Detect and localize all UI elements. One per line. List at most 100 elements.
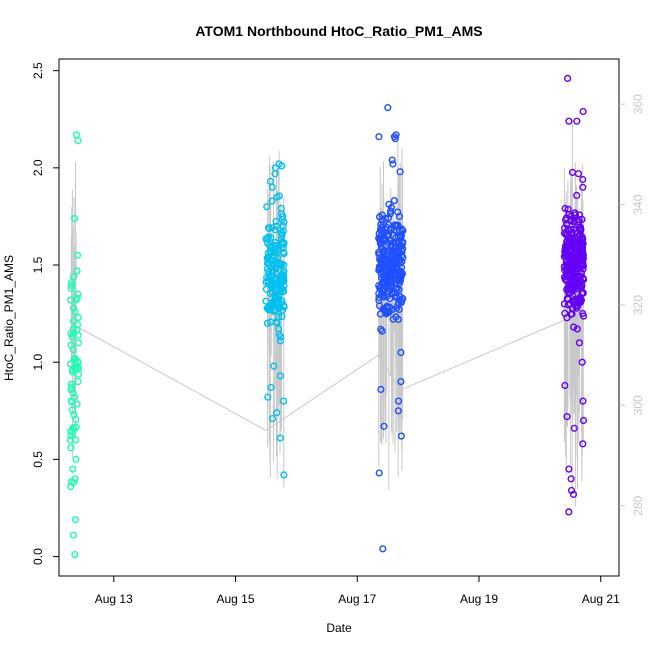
data-point [579,397,587,405]
data-point [377,260,386,269]
data-point [267,318,275,326]
x-tick-label: Aug 21 [582,592,620,606]
data-point [579,416,588,425]
data-point [67,284,75,292]
data-point [277,204,285,213]
data-point [280,218,288,226]
data-point [382,310,390,318]
data-point [67,398,76,406]
data-point [271,170,279,178]
data-point [396,168,404,176]
data-point [571,238,579,246]
data-point [579,440,587,448]
data-point [381,226,389,234]
data-point [264,233,273,241]
data-point [563,242,571,250]
data-point [268,183,276,191]
data-point [74,378,82,386]
data-point [566,262,574,270]
data-point [397,232,406,240]
y-tick-label: 0.0 [31,548,45,565]
data-point [270,362,278,370]
y-axis: 0.0 0.5 1.0 1.5 2.0 2.5 [31,62,59,565]
data-point [276,372,285,380]
data-point [280,397,288,405]
data-point [384,262,392,271]
y-tick-label: 2.0 [31,159,45,176]
data-point [561,204,569,213]
data-point [570,217,578,225]
data-point [74,339,83,347]
data-point [268,197,276,205]
data-point [573,325,581,333]
data-point [278,162,286,170]
data-point [276,434,284,442]
data-point [568,168,577,177]
data-point [66,436,75,444]
data-point [579,309,587,318]
data-point [576,227,585,236]
data-point [562,249,570,258]
data-point [280,250,288,258]
data-point [377,325,385,333]
data-point [268,268,276,276]
data-point [264,393,272,401]
data-point [385,247,393,255]
data-point [388,290,397,298]
data-point [564,284,572,292]
data-point [565,265,573,273]
data-point [72,416,80,424]
data-point [69,465,77,473]
data-point [394,397,403,405]
data-point [569,304,577,312]
x-axis: Aug 13 Aug 15 Aug 17 Aug 19 Aug 21 [95,576,620,606]
data-point [383,303,391,311]
data-point [380,422,388,430]
data-point [385,221,393,229]
data-point [570,323,578,331]
data-point [564,301,572,309]
data-point [67,444,75,452]
data-point [67,330,75,338]
y-axis-title: HtoC_Ratio_PM1_AMS [2,255,16,381]
data-point [578,281,586,290]
data-point [386,236,395,244]
data-point [263,203,271,211]
data-point [573,191,581,200]
data-point [67,478,76,486]
data-point [380,293,389,301]
data-point [572,285,581,293]
data-point [74,364,82,372]
data-point [269,246,277,254]
data-point [375,469,383,477]
data-point [378,327,386,335]
data-point [567,310,575,318]
data-point [565,465,573,473]
data-point [73,267,81,275]
data-point [395,305,403,314]
data-point [563,413,571,421]
data-point [378,211,386,219]
data-point [273,319,281,327]
y2-tick-label: 360 [631,94,645,114]
data-point [276,260,284,268]
data-point [398,271,406,280]
data-point [72,455,80,464]
data-point [573,259,582,267]
data-point [579,107,587,116]
data-point [265,306,273,314]
data-point [379,545,387,553]
data-point [67,341,75,349]
data-point [69,531,78,539]
plot-frame [58,58,620,577]
data-point [561,381,569,390]
data-point [267,383,275,392]
data-point [567,475,575,483]
data-point [569,292,577,300]
data-point [394,315,403,324]
data-point [383,238,391,246]
data-point [68,406,77,414]
data-point [560,273,569,281]
y2-tick-label: 320 [631,295,645,315]
